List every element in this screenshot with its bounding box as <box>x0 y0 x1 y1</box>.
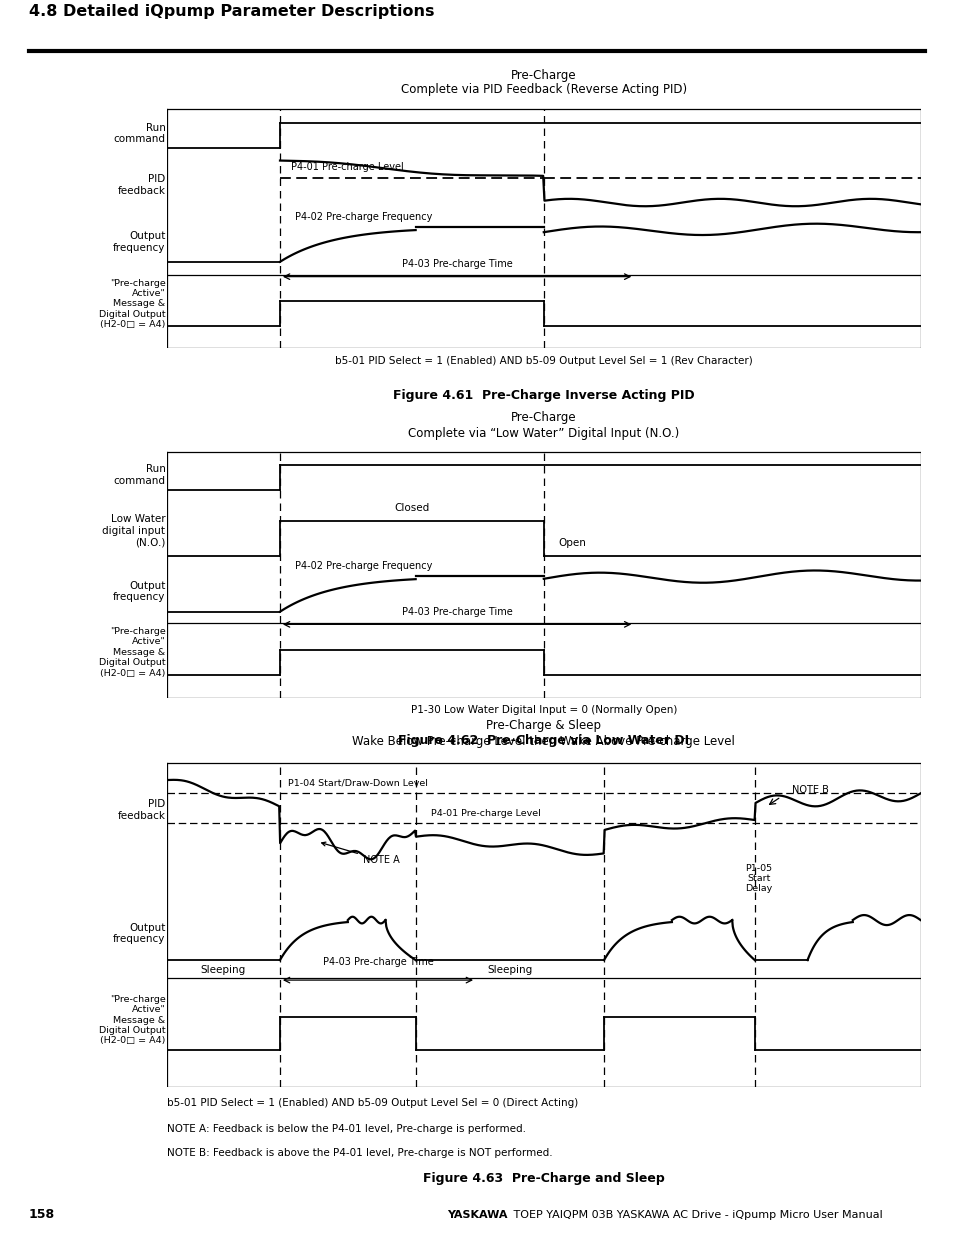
Text: P1-04 Start/Draw-Down Level: P1-04 Start/Draw-Down Level <box>287 778 427 788</box>
Text: NOTE B: Feedback is above the P4-01 level, Pre-charge is NOT performed.: NOTE B: Feedback is above the P4-01 leve… <box>167 1147 552 1157</box>
Text: P4-03 Pre-charge Time: P4-03 Pre-charge Time <box>401 606 512 616</box>
Text: Run
command: Run command <box>113 464 165 485</box>
Text: 158: 158 <box>29 1208 54 1221</box>
Text: "Pre-charge
Active"
Message &
Digital Output
(H2-0□ = A4): "Pre-charge Active" Message & Digital Ou… <box>99 279 165 329</box>
Text: Open: Open <box>558 538 586 548</box>
Text: b5-01 PID Select = 1 (Enabled) AND b5-09 Output Level Sel = 0 (Direct Acting): b5-01 PID Select = 1 (Enabled) AND b5-09… <box>167 1098 578 1108</box>
Text: Output
frequency: Output frequency <box>113 580 165 603</box>
Text: TOEP YAIQPM 03B YASKAWA AC Drive - iQpump Micro User Manual: TOEP YAIQPM 03B YASKAWA AC Drive - iQpum… <box>510 1209 882 1220</box>
Text: P4-01 Pre-charge Level: P4-01 Pre-charge Level <box>431 809 540 819</box>
Text: P4-02 Pre-charge Frequency: P4-02 Pre-charge Frequency <box>294 561 432 571</box>
Text: Sleeping: Sleeping <box>201 966 246 976</box>
Text: "Pre-charge
Active"
Message &
Digital Output
(H2-0□ = A4): "Pre-charge Active" Message & Digital Ou… <box>99 995 165 1045</box>
Text: 4.8 Detailed iQpump Parameter Descriptions: 4.8 Detailed iQpump Parameter Descriptio… <box>29 5 434 20</box>
Text: P4-03 Pre-charge Time: P4-03 Pre-charge Time <box>401 259 512 269</box>
Text: P1-30 Low Water Digital Input = 0 (Normally Open): P1-30 Low Water Digital Input = 0 (Norma… <box>410 705 677 715</box>
Text: Output
frequency: Output frequency <box>113 231 165 253</box>
Text: NOTE B: NOTE B <box>792 785 828 795</box>
Text: P4-01 Pre-charge Level: P4-01 Pre-charge Level <box>291 162 404 172</box>
Text: Figure 4.61  Pre-Charge Inverse Acting PID: Figure 4.61 Pre-Charge Inverse Acting PI… <box>393 389 694 403</box>
Text: Sleeping: Sleeping <box>487 966 532 976</box>
Text: YASKAWA: YASKAWA <box>446 1209 507 1220</box>
Text: b5-01 PID Select = 1 (Enabled) AND b5-09 Output Level Sel = 1 (Rev Character): b5-01 PID Select = 1 (Enabled) AND b5-09… <box>335 356 752 367</box>
Text: Run
command: Run command <box>113 122 165 144</box>
Text: NOTE A: Feedback is below the P4-01 level, Pre-charge is performed.: NOTE A: Feedback is below the P4-01 leve… <box>167 1124 525 1134</box>
Text: Pre-Charge & Sleep: Pre-Charge & Sleep <box>486 719 600 731</box>
Text: Output
frequency: Output frequency <box>113 923 165 945</box>
Text: P4-03 Pre-charge Time: P4-03 Pre-charge Time <box>322 957 433 967</box>
Text: Closed: Closed <box>394 503 429 513</box>
Text: Figure 4.62  Pre-Charge via Low Water DI: Figure 4.62 Pre-Charge via Low Water DI <box>397 734 689 747</box>
Text: Figure 4.63  Pre-Charge and Sleep: Figure 4.63 Pre-Charge and Sleep <box>422 1172 664 1186</box>
Text: Complete via PID Feedback (Reverse Acting PID): Complete via PID Feedback (Reverse Actin… <box>400 83 686 96</box>
Text: "Pre-charge
Active"
Message &
Digital Output
(H2-0□ = A4): "Pre-charge Active" Message & Digital Ou… <box>99 627 165 678</box>
Text: PID
feedback: PID feedback <box>117 174 165 196</box>
Text: NOTE A: NOTE A <box>321 842 399 866</box>
Text: P1-05
Start
Delay: P1-05 Start Delay <box>744 863 771 893</box>
Text: Pre-Charge: Pre-Charge <box>511 411 576 425</box>
Text: Low Water
digital input
(N.O.): Low Water digital input (N.O.) <box>102 514 165 547</box>
Text: Wake Below Pre-charge Level then Wake Above Pre-charge Level: Wake Below Pre-charge Level then Wake Ab… <box>352 735 735 748</box>
Text: Complete via “Low Water” Digital Input (N.O.): Complete via “Low Water” Digital Input (… <box>408 426 679 440</box>
Text: PID
feedback: PID feedback <box>117 799 165 821</box>
Text: P4-02 Pre-charge Frequency: P4-02 Pre-charge Frequency <box>294 212 432 222</box>
Text: Pre-Charge: Pre-Charge <box>511 68 576 82</box>
